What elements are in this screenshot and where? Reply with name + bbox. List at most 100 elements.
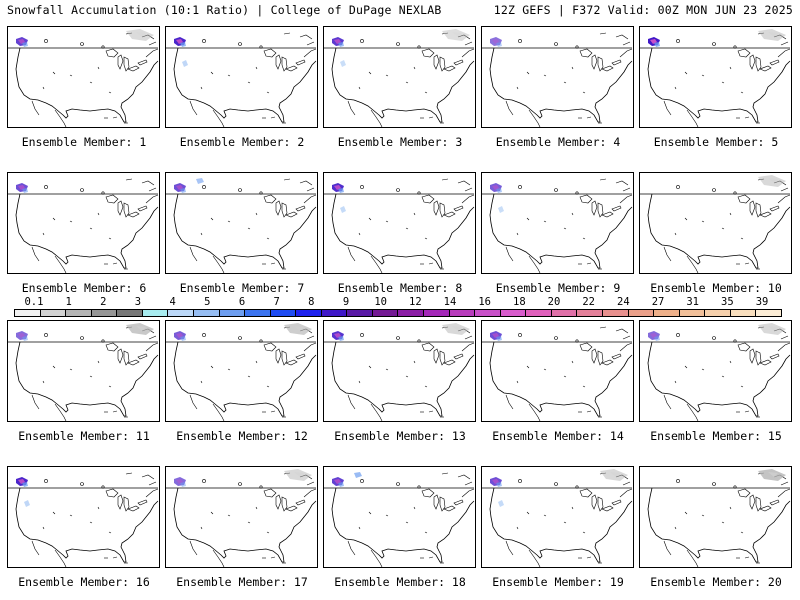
map-panel	[165, 26, 318, 128]
colorbar-tick-label: 14	[443, 296, 457, 308]
snow-overlay	[174, 323, 312, 341]
map-panel	[165, 172, 318, 274]
colorbar-swatch	[730, 310, 757, 316]
member-label: Ensemble Member: 13	[334, 429, 466, 443]
us-map	[8, 178, 159, 273]
map-panel	[481, 172, 634, 274]
colorbar-tick-label: 9	[342, 296, 350, 308]
colorbar-labels: 0.1 1 2 3 4 5 6 7 8 9 10 12 14 16 18 20 22 24 27 31 35 39	[14, 296, 782, 309]
colorbar-swatch	[15, 310, 41, 316]
colorbar-swatch	[347, 310, 373, 316]
map-panel	[323, 26, 476, 128]
map-panel	[639, 320, 792, 422]
member-label: Ensemble Member: 9	[495, 281, 621, 295]
snow-overlay	[16, 323, 154, 341]
colorbar-tick-label: 6	[238, 296, 246, 308]
colorbar-swatch	[372, 310, 399, 316]
valid-time: 12Z GEFS | F372 Valid: 00Z MON JUN 23 20…	[493, 3, 793, 17]
colorbar-swatch	[245, 310, 271, 316]
colorbar-swatch	[219, 310, 246, 316]
map-panel	[323, 320, 476, 422]
snowfall-colorbar	[14, 309, 782, 317]
us-map	[640, 175, 791, 273]
member-label: Ensemble Member: 15	[650, 429, 782, 443]
colorbar-tick-label: 0.1	[24, 296, 44, 308]
colorbar-swatch	[142, 310, 169, 316]
colorbar-swatch	[321, 310, 348, 316]
snow-overlay	[16, 477, 30, 507]
member-label: Ensemble Member: 1	[21, 135, 147, 149]
map-panel	[481, 26, 634, 128]
colorbar-swatch	[500, 310, 527, 316]
map-panel	[639, 466, 792, 568]
snow-overlay	[490, 331, 502, 341]
member-label: Ensemble Member: 16	[18, 575, 150, 589]
snow-overlay	[490, 469, 628, 507]
colorbar-swatch	[193, 310, 220, 316]
us-map	[482, 32, 633, 127]
member-label: Ensemble Member: 7	[179, 281, 305, 295]
snow-overlay	[16, 29, 154, 47]
us-map	[8, 472, 159, 567]
colorbar-swatch	[602, 310, 629, 316]
colorbar-swatch	[91, 310, 118, 316]
member-label: Ensemble Member: 10	[650, 281, 782, 295]
map-panel	[7, 172, 160, 274]
member-label: Ensemble Member: 4	[495, 135, 621, 149]
map-panel	[7, 26, 160, 128]
colorbar-swatch	[424, 310, 450, 316]
snow-overlay	[648, 29, 786, 47]
us-map	[166, 469, 317, 567]
colorbar-swatch	[679, 310, 706, 316]
snow-overlay	[758, 469, 786, 481]
map-panel	[165, 320, 318, 422]
colorbar-swatch	[117, 310, 143, 316]
us-map	[640, 29, 791, 127]
member-label: Ensemble Member: 6	[21, 281, 147, 295]
us-map	[640, 323, 791, 421]
colorbar-swatch	[705, 310, 731, 316]
snow-overlay	[332, 472, 362, 487]
us-map	[8, 29, 159, 127]
colorbar-tick-label: 18	[513, 296, 526, 308]
member-label: Ensemble Member: 11	[18, 429, 150, 443]
map-panel	[323, 172, 476, 274]
us-map	[8, 323, 159, 421]
colorbar-tick-label: 7	[273, 296, 280, 308]
colorbar-tick-label: 1	[65, 296, 72, 308]
us-map	[482, 178, 633, 273]
map-panel	[639, 26, 792, 128]
us-map	[640, 469, 791, 567]
map-panel	[7, 466, 160, 568]
us-map	[482, 326, 633, 421]
map-panel	[481, 466, 634, 568]
member-label: Ensemble Member: 5	[653, 135, 779, 149]
colorbar-swatch	[628, 310, 655, 316]
colorbar-swatch	[449, 310, 476, 316]
colorbar-swatch	[577, 310, 603, 316]
colorbar-tick-label: 5	[204, 296, 211, 308]
colorbar-tick-label: 31	[686, 296, 700, 308]
colorbar-tick-label: 20	[547, 296, 561, 308]
member-label: Ensemble Member: 3	[337, 135, 463, 149]
colorbar-tick-label: 8	[308, 296, 315, 308]
snow-overlay	[332, 29, 470, 67]
member-label: Ensemble Member: 2	[179, 135, 305, 149]
colorbar-tick-label: 16	[478, 296, 491, 308]
us-map	[166, 32, 317, 127]
colorbar-tick-label: 39	[755, 296, 769, 308]
colorbar-tick-label: 35	[721, 296, 734, 308]
us-map	[482, 469, 633, 567]
us-map	[324, 29, 475, 127]
snow-overlay	[16, 183, 28, 193]
snow-overlay	[174, 37, 188, 67]
colorbar-swatch	[40, 310, 67, 316]
member-label: Ensemble Member: 19	[492, 575, 624, 589]
member-label: Ensemble Member: 20	[650, 575, 782, 589]
us-map	[324, 472, 475, 567]
snow-overlay	[174, 178, 204, 193]
colorbar-tick-label: 27	[651, 296, 665, 308]
colorbar-swatch	[398, 310, 424, 316]
colorbar-tick-label: 4	[169, 296, 176, 308]
colorbar-swatch	[270, 310, 297, 316]
